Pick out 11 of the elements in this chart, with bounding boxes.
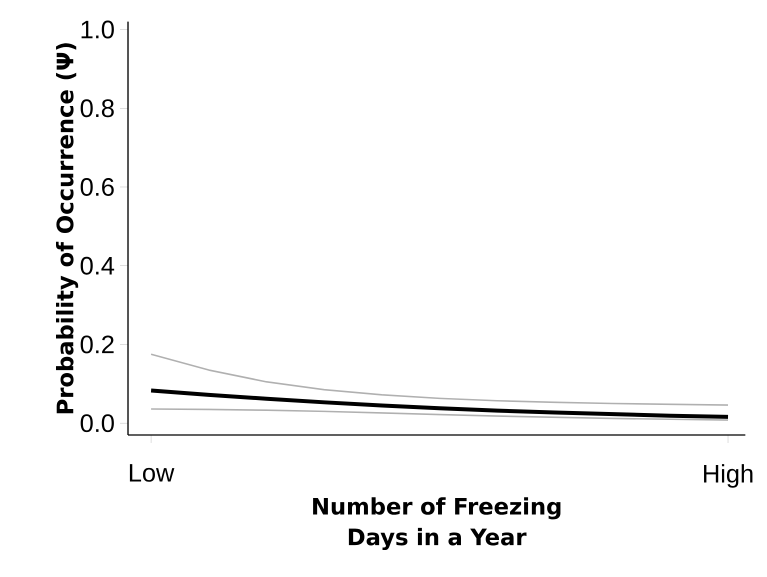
y-tick-label: 1.0 (82, 20, 114, 38)
y-tick-label: 0.6 (80, 178, 114, 196)
y-tick-label: 0.4 (80, 256, 114, 275)
x-tick-label: High (704, 464, 752, 488)
y-tick-label: 0.2 (80, 335, 114, 354)
y-tick-label: 0.8 (80, 99, 114, 118)
y-axis-title: Probability of Occurrence (Ψ) (56, 43, 78, 414)
x-axis-title: Number of Freezing Days in a Year (313, 497, 560, 550)
line-series (150, 353, 729, 406)
x-tick-label: Low (130, 464, 174, 482)
y-tick-label: 0.0 (80, 414, 114, 432)
